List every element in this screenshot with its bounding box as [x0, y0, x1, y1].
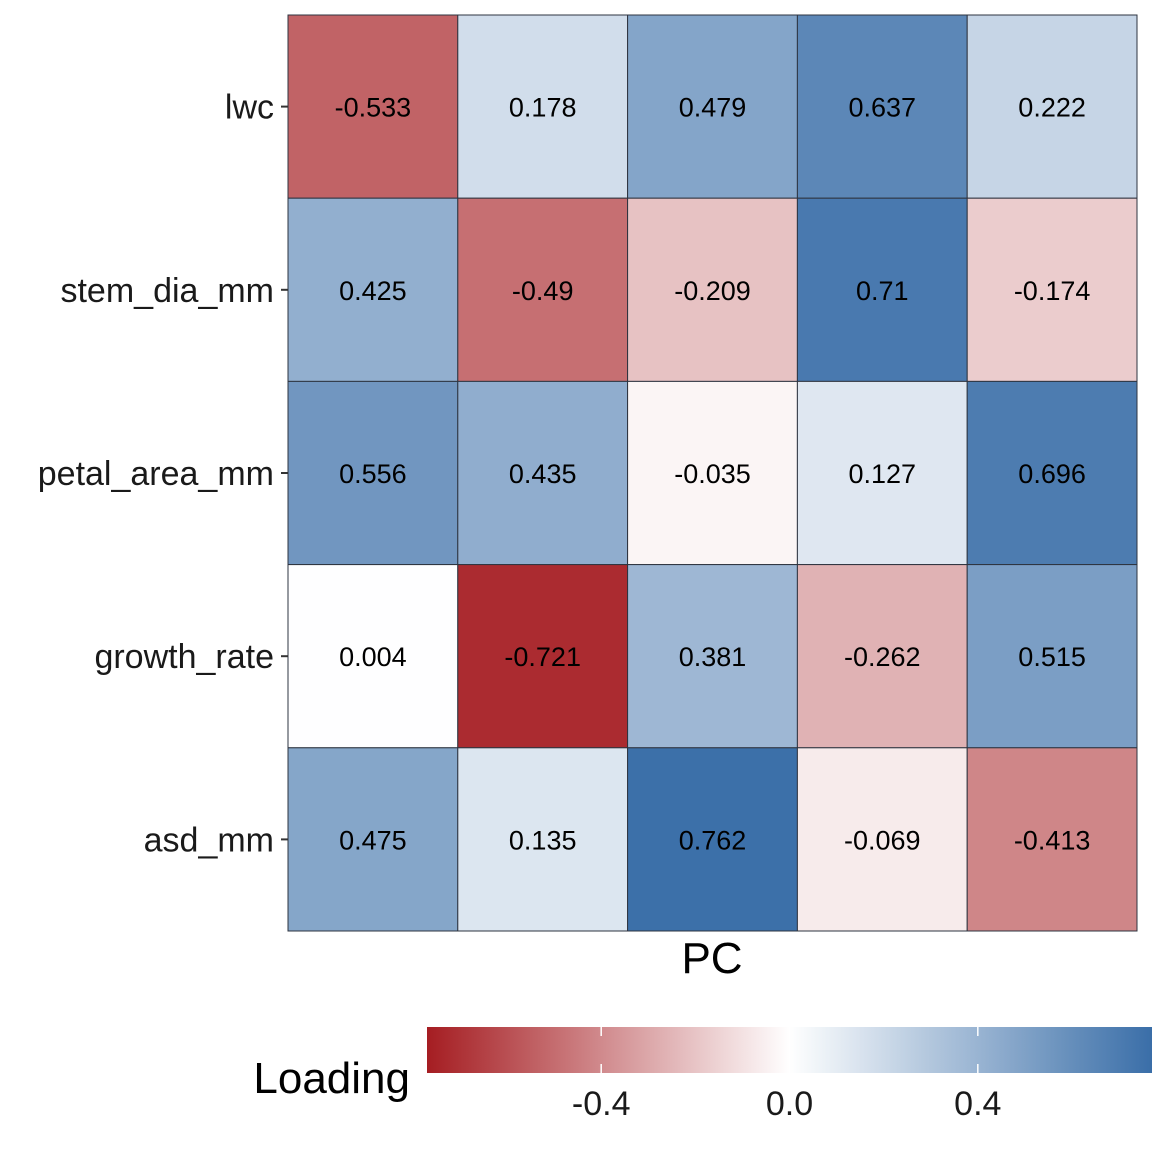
heatmap-cell: [627, 747, 798, 932]
heatmap-cell: [966, 14, 1138, 199]
cell-value-label: 0.637: [849, 93, 917, 123]
cell-value-label: 0.71: [856, 276, 909, 306]
heatmap-cell: [796, 14, 968, 199]
cell-value-label: 0.127: [849, 459, 917, 489]
cell-value-label: -0.413: [1014, 825, 1091, 855]
heatmap-cell: [966, 747, 1138, 932]
heatmap-cell: [627, 197, 798, 382]
cell-value-label: 0.515: [1018, 642, 1086, 672]
color-legend: Loading -0.4 0.0 0.4: [253, 1027, 1152, 1123]
heatmap-cell: [287, 197, 459, 382]
heatmap-cell: [457, 564, 629, 749]
cell-value-label: 0.696: [1018, 459, 1086, 489]
heatmap-cell: [796, 564, 968, 749]
cell-value-label: 0.425: [339, 276, 407, 306]
cell-value-label: 0.556: [339, 459, 407, 489]
heatmap-cell: [796, 380, 968, 566]
cell-value-label: 0.381: [679, 642, 747, 672]
cell-value-label: -0.533: [335, 93, 412, 123]
row-label: petal_area_mm: [38, 455, 274, 493]
legend-ticks: -0.4 0.0 0.4: [572, 1027, 1001, 1123]
x-axis-title: PC: [681, 934, 742, 983]
legend-tick-label: 0.4: [954, 1085, 1001, 1123]
heatmap-cell: [627, 564, 798, 749]
cell-value-label: -0.721: [504, 642, 581, 672]
heatmap-cell: [457, 380, 629, 566]
cell-value-label: 0.435: [509, 459, 577, 489]
cell-value-label: -0.174: [1014, 276, 1091, 306]
heatmap-cells: -0.533 0.178 0.479 0.637 0.222 0.425 -0.49 -0.2…: [287, 14, 1138, 932]
heatmap-cell: [627, 14, 798, 199]
cell-value-label: -0.209: [674, 276, 751, 306]
row-label: asd_mm: [144, 821, 274, 859]
legend-tick-label: 0.0: [766, 1085, 813, 1123]
heatmap-cell: [287, 747, 459, 932]
heatmap-cell: [457, 14, 629, 199]
cell-value-label: 0.762: [679, 825, 747, 855]
cell-value-label: 0.479: [679, 93, 747, 123]
cell-value-label: -0.069: [844, 825, 921, 855]
cell-value-label: -0.49: [512, 276, 574, 306]
cell-value-label: -0.262: [844, 642, 921, 672]
legend-title: Loading: [253, 1054, 410, 1103]
heatmap-cell: [966, 380, 1138, 566]
heatmap-cell: [627, 380, 798, 566]
cell-value-label: 0.178: [509, 93, 577, 123]
heatmap-cell: [966, 564, 1138, 749]
cell-value-label: 0.004: [339, 642, 407, 672]
cell-value-label: 0.475: [339, 825, 407, 855]
heatmap-cell: [457, 197, 629, 382]
heatmap-cell: [287, 14, 459, 199]
heatmap-cell: [457, 747, 629, 932]
heatmap-cell: [966, 197, 1138, 382]
cell-value-label: 0.135: [509, 825, 577, 855]
row-label: growth_rate: [94, 638, 274, 676]
legend-tick-label: -0.4: [572, 1085, 631, 1123]
row-label: stem_dia_mm: [60, 272, 274, 310]
row-label: lwc: [225, 89, 274, 127]
cell-value-label: 0.222: [1018, 93, 1086, 123]
cell-value-label: -0.035: [674, 459, 751, 489]
row-labels: lwc stem_dia_mm petal_area_mm growth_rateas…: [38, 89, 288, 859]
